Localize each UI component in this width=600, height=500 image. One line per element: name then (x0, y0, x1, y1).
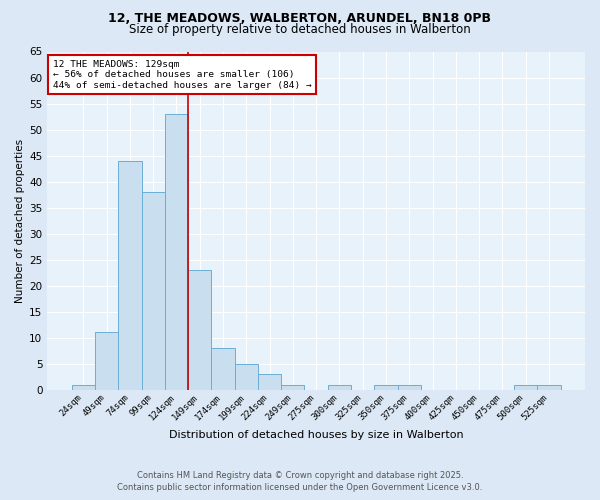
Bar (328, 384, 351, 390)
Text: 12, THE MEADOWS, WALBERTON, ARUNDEL, BN18 0PB: 12, THE MEADOWS, WALBERTON, ARUNDEL, BN1… (109, 12, 491, 26)
Bar (258, 374, 281, 390)
Bar (118, 161, 142, 390)
Bar (72, 384, 95, 390)
Bar (537, 384, 560, 390)
Bar (235, 364, 258, 390)
Bar (165, 114, 188, 390)
Text: Contains HM Land Registry data © Crown copyright and database right 2025.
Contai: Contains HM Land Registry data © Crown c… (118, 471, 482, 492)
Bar (514, 384, 537, 390)
X-axis label: Distribution of detached houses by size in Walberton: Distribution of detached houses by size … (169, 430, 463, 440)
Bar (281, 384, 304, 390)
Bar (398, 384, 421, 390)
Text: Size of property relative to detached houses in Walberton: Size of property relative to detached ho… (129, 22, 471, 36)
Bar (95, 332, 118, 390)
Bar (211, 348, 235, 390)
Bar (142, 192, 165, 390)
Bar (374, 384, 398, 390)
Y-axis label: Number of detached properties: Number of detached properties (15, 138, 25, 302)
Text: 12 THE MEADOWS: 129sqm
← 56% of detached houses are smaller (106)
44% of semi-de: 12 THE MEADOWS: 129sqm ← 56% of detached… (53, 60, 311, 90)
Bar (188, 270, 211, 390)
